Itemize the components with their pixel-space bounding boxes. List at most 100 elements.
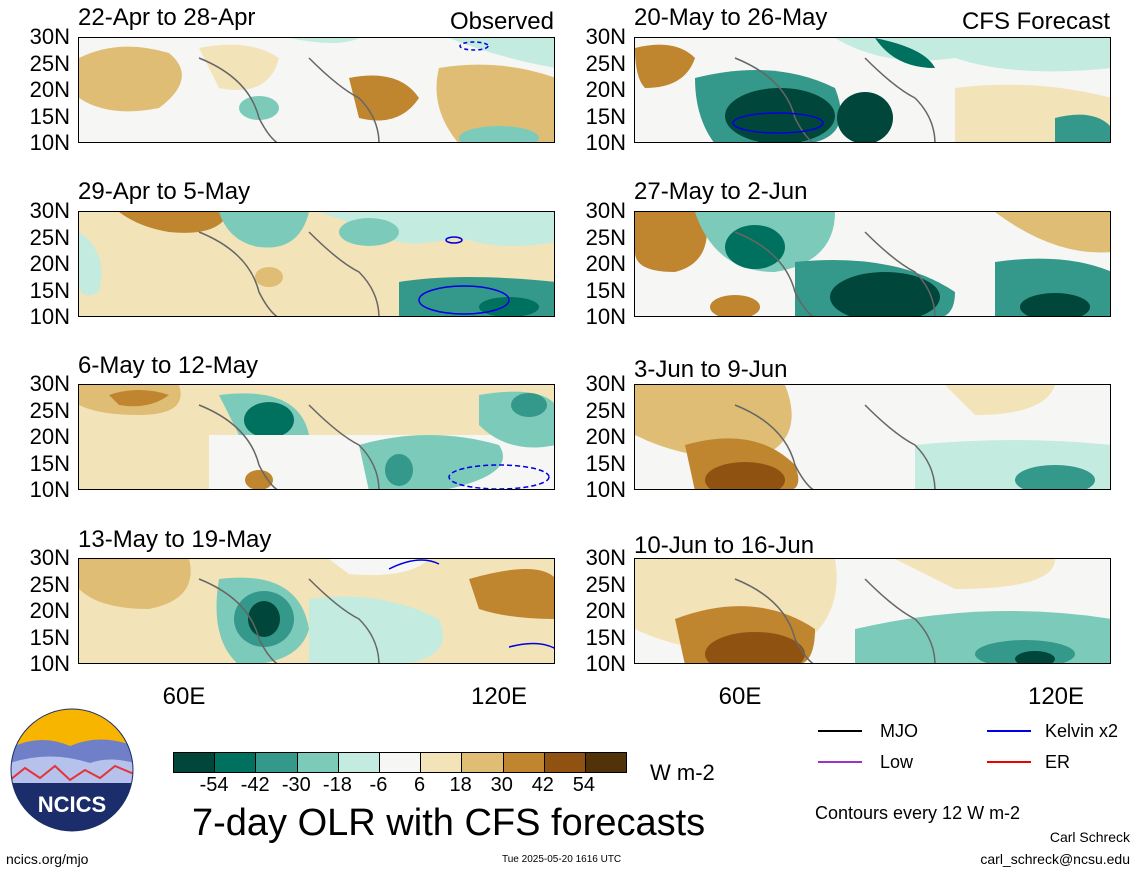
legend-line-mjo [818, 730, 862, 732]
colorbar-swatch [543, 753, 585, 772]
lat-tick: 25N [29, 50, 70, 76]
footer-author: Carl Schreck [1049, 829, 1130, 845]
lat-tick: 25N [585, 224, 626, 250]
lat-tick: 10N [29, 477, 70, 502]
lat-tick: 15N [29, 103, 70, 129]
ncics-logo: NCICS [10, 708, 134, 832]
map-panel-2 [78, 211, 555, 317]
lat-tick: 15N [585, 277, 626, 303]
legend-label-mjo: MJO [880, 721, 918, 741]
lat-tick: 25N [585, 571, 626, 597]
map-panel-8 [634, 558, 1111, 664]
lat-tick: 20N [29, 424, 70, 449]
lon-tick-120e-right: 120E [1027, 683, 1085, 710]
lat-tick: 15N [585, 103, 626, 129]
lat-tick: 10N [585, 130, 626, 155]
colorbar-swatch [461, 753, 503, 772]
colorbar-swatch [174, 753, 215, 772]
colorbar-label: -42 [240, 774, 270, 796]
colorbar-label: -54 [199, 774, 229, 796]
lat-tick: 25N [29, 397, 70, 423]
lat-tick: 10N [29, 651, 70, 676]
lat-tick: 20N [29, 77, 70, 102]
map-panel-4 [78, 558, 555, 664]
panel-title-1: 22-Apr to 28-Apr [78, 4, 256, 31]
lat-tick: 15N [29, 450, 70, 476]
footer-timestamp: Tue 2025-05-20 1616 UTC [502, 854, 622, 865]
panel-title-4: 13-May to 19-May [78, 526, 272, 553]
colorbar-label: 30 [490, 774, 513, 796]
map-panel-7 [634, 384, 1111, 490]
lat-tick: 15N [585, 624, 626, 650]
panel-title-6: 27-May to 2-Jun [634, 178, 808, 205]
colorbar-label: -18 [322, 774, 352, 796]
panel-title-3: 6-May to 12-May [78, 352, 259, 379]
panel-title-5: 20-May to 26-May [634, 4, 828, 31]
main-title: 7-day OLR with CFS forecasts [192, 802, 706, 844]
colorbar-label: 54 [572, 774, 596, 796]
lat-tick: 25N [585, 397, 626, 423]
colorbar-swatch [337, 753, 379, 772]
panel-tag-forecast: CFS Forecast [961, 8, 1110, 35]
lat-tick: 20N [585, 77, 626, 102]
lat-tick: 30N [585, 24, 626, 49]
lat-tick: 30N [585, 198, 626, 223]
colorbar [173, 752, 627, 773]
lat-tick: 10N [585, 477, 626, 502]
lat-tick: 10N [29, 304, 70, 329]
legend-line-kelvin [987, 730, 1031, 732]
colorbar-swatch [378, 753, 421, 772]
panel-title-7: 3-Jun to 9-Jun [634, 356, 788, 383]
lat-tick: 10N [585, 304, 626, 329]
lat-tick: 30N [29, 371, 70, 396]
legend-label-kelvin: Kelvin x2 [1045, 721, 1119, 741]
lat-tick: 20N [29, 598, 70, 623]
legend-line-er [987, 761, 1031, 763]
contours-note: Contours every 12 W m-2 [815, 803, 1021, 823]
colorbar-swatch [584, 753, 627, 772]
map-panel-3 [78, 384, 555, 490]
lat-tick: 25N [29, 571, 70, 597]
panel-tag-observed: Observed [449, 8, 554, 35]
map-panel-1 [78, 37, 555, 143]
lat-tick: 20N [585, 251, 626, 276]
lat-tick: 20N [585, 598, 626, 623]
colorbar-swatch [255, 753, 297, 772]
lat-tick: 10N [585, 651, 626, 676]
lat-tick: 15N [29, 624, 70, 650]
colorbar-swatch [502, 753, 544, 772]
footer-url[interactable]: ncics.org/mjo [6, 851, 89, 867]
legend-label-er: ER [1045, 752, 1071, 772]
logo-text: NCICS [38, 792, 106, 817]
lat-tick: 30N [29, 545, 70, 570]
lat-tick: 25N [29, 224, 70, 250]
lat-tick: 15N [29, 277, 70, 303]
colorbar-label: -30 [281, 774, 311, 796]
colorbar-swatch [296, 753, 338, 772]
lat-tick: 10N [29, 130, 70, 155]
lat-tick: 30N [585, 371, 626, 396]
legend-line-low [818, 761, 862, 763]
colorbar-label: 18 [449, 774, 472, 796]
lon-tick-60e-right: 60E [718, 683, 762, 710]
lat-tick: 30N [585, 545, 626, 570]
colorbar-label: 6 [413, 774, 426, 796]
lon-tick-60e-left: 60E [162, 683, 206, 710]
map-panel-6 [634, 211, 1111, 317]
lat-tick: 25N [585, 50, 626, 76]
legend-label-low: Low [880, 752, 914, 772]
lon-tick-120e-left: 120E [470, 683, 528, 710]
map-panel-5 [634, 37, 1111, 143]
footer-email[interactable]: carl_schreck@ncsu.edu [980, 851, 1130, 867]
colorbar-label: -6 [369, 774, 388, 796]
panel-title-2: 29-Apr to 5-May [78, 178, 251, 205]
panel-title-8: 10-Jun to 16-Jun [634, 532, 815, 559]
colorbar-swatch [420, 753, 462, 772]
colorbar-label: 42 [531, 774, 554, 796]
lat-tick: 30N [29, 24, 70, 49]
lat-tick: 20N [29, 251, 70, 276]
colorbar-swatch [214, 753, 256, 772]
lat-tick: 30N [29, 198, 70, 223]
lat-tick: 15N [585, 450, 626, 476]
colorbar-units: W m-2 [650, 760, 715, 785]
